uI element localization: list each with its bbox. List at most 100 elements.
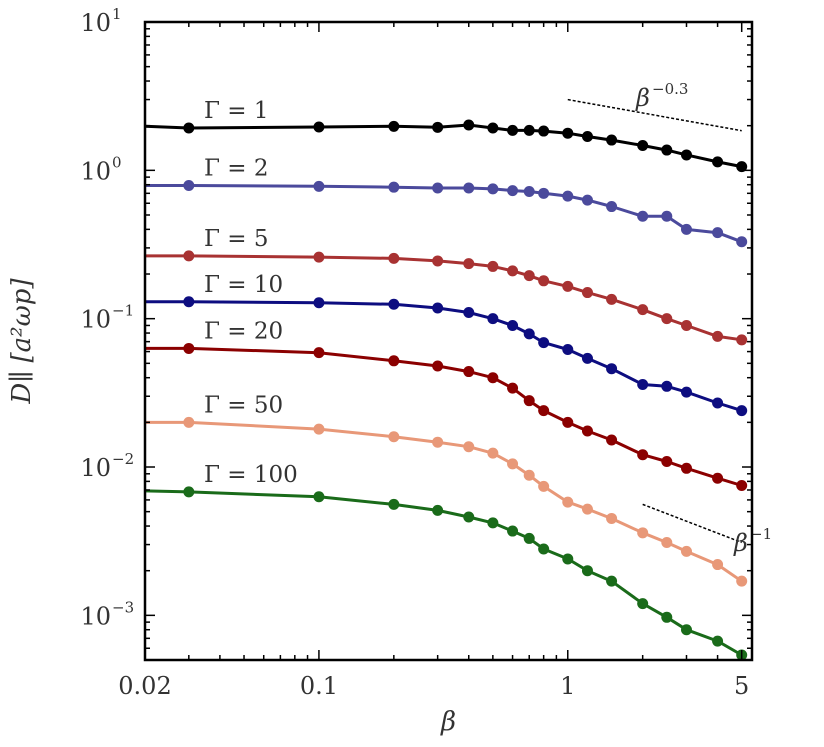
slope-label-exponent: −0.3 <box>652 80 688 98</box>
x-tick-label: 5 <box>734 672 749 700</box>
data-point <box>313 251 325 263</box>
series-label: Γ = 1 <box>204 98 269 124</box>
data-point <box>562 190 574 202</box>
data-point <box>606 293 618 305</box>
data-point <box>507 124 519 136</box>
data-point <box>313 347 325 359</box>
y-tick-exponent: 0 <box>112 153 122 171</box>
y-tick-label: 10 <box>80 454 111 482</box>
data-point <box>581 425 593 437</box>
data-point <box>388 120 400 132</box>
data-point <box>637 304 649 316</box>
data-point <box>463 307 475 319</box>
data-point <box>606 363 618 375</box>
y-tick-exponent: −3 <box>112 598 134 616</box>
y-tick-label: 10 <box>80 306 111 334</box>
data-point <box>562 553 574 565</box>
data-point <box>313 491 325 503</box>
data-point <box>313 297 325 309</box>
data-point <box>487 517 499 529</box>
data-point <box>637 378 649 390</box>
data-point <box>507 185 519 197</box>
data-point <box>562 416 574 428</box>
data-point <box>432 302 444 314</box>
data-point <box>736 334 748 346</box>
slope-label: β <box>733 529 748 557</box>
data-point <box>183 342 195 354</box>
data-point <box>523 328 535 340</box>
data-point <box>523 469 535 481</box>
series-label: Γ = 100 <box>204 462 298 488</box>
y-tick-label: 10 <box>80 157 111 185</box>
data-point <box>661 313 673 325</box>
data-point <box>712 635 724 647</box>
data-point <box>388 298 400 310</box>
data-point <box>562 280 574 292</box>
data-point <box>606 575 618 587</box>
data-point <box>712 227 724 239</box>
data-point <box>463 182 475 194</box>
data-point <box>680 149 692 161</box>
y-axis-label: D∥ [a²ωp] <box>7 278 37 405</box>
data-point <box>661 536 673 548</box>
data-point <box>637 140 649 152</box>
data-point <box>487 183 499 195</box>
data-point <box>606 512 618 524</box>
data-point <box>712 156 724 168</box>
data-point <box>463 258 475 270</box>
data-point <box>562 127 574 139</box>
data-point <box>463 366 475 378</box>
data-point <box>463 119 475 131</box>
data-point <box>523 532 535 544</box>
data-point <box>313 423 325 435</box>
data-point <box>581 503 593 515</box>
data-point <box>712 559 724 571</box>
data-point <box>736 405 748 417</box>
series-points-layer <box>183 119 748 661</box>
data-point <box>736 575 748 587</box>
data-point <box>432 504 444 516</box>
data-point <box>538 405 550 417</box>
data-point <box>562 496 574 508</box>
data-point <box>183 486 195 498</box>
data-point <box>487 372 499 384</box>
data-point <box>637 527 649 539</box>
slope-label-exponent: −1 <box>750 525 772 543</box>
data-point <box>661 144 673 156</box>
data-point <box>538 543 550 555</box>
data-point <box>507 319 519 331</box>
data-point <box>680 545 692 557</box>
data-point <box>432 182 444 194</box>
data-point <box>388 498 400 510</box>
y-tick-label: 10 <box>80 602 111 630</box>
y-tick-exponent: −1 <box>112 302 134 320</box>
series-labels-layer: Γ = 1 Γ = 2 Γ = 5 Γ = 10 Γ = 20 Γ = 50 Γ = 100 <box>204 98 298 488</box>
data-point <box>736 480 748 492</box>
slope-guide-line <box>567 98 742 132</box>
slope-label: β <box>635 84 650 112</box>
data-point <box>712 472 724 484</box>
data-point <box>388 431 400 443</box>
data-point <box>538 337 550 349</box>
data-point <box>507 382 519 394</box>
data-point <box>661 611 673 623</box>
data-point <box>637 598 649 610</box>
data-point <box>432 360 444 372</box>
data-point <box>606 434 618 446</box>
data-point <box>661 210 673 222</box>
data-point <box>463 511 475 523</box>
x-tick-label: 1 <box>560 672 575 700</box>
data-point <box>183 296 195 308</box>
x-axis-label: β <box>440 707 456 737</box>
y-tick-exponent: 1 <box>112 5 122 23</box>
data-point <box>680 462 692 474</box>
data-point <box>680 386 692 398</box>
data-point <box>680 223 692 235</box>
data-point <box>388 181 400 193</box>
data-point <box>523 124 535 136</box>
data-point <box>432 255 444 267</box>
x-tick-label: 0.1 <box>300 672 338 700</box>
data-point <box>487 122 499 134</box>
data-point <box>313 180 325 192</box>
